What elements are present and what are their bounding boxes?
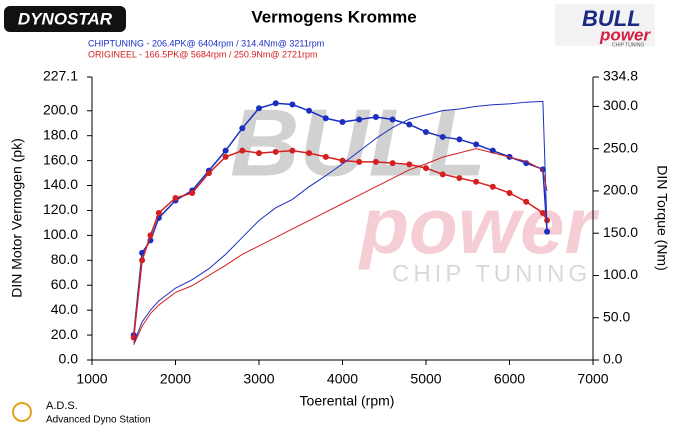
data-point xyxy=(523,198,530,205)
y-tick-label: 120.0 xyxy=(43,201,78,217)
ads-full-text: Advanced Dyno Station xyxy=(46,415,151,426)
y-tick-label: 180.0 xyxy=(43,126,78,142)
x-tick-label: 3000 xyxy=(243,371,274,387)
y-tick-label: 140.0 xyxy=(43,176,78,192)
ads-text: A.D.S. xyxy=(46,400,78,412)
series-line xyxy=(133,148,548,345)
y2-axis-title: DIN Torque (Nm) xyxy=(654,165,670,271)
data-point xyxy=(139,257,146,264)
dynostar-text: DYNOSTAR xyxy=(18,9,113,28)
y-tick-label: 60.0 xyxy=(51,276,78,292)
bull-logo: BULL power CHIP TUNING xyxy=(555,4,655,48)
data-point xyxy=(239,147,246,154)
data-point xyxy=(539,209,546,216)
data-point xyxy=(372,158,379,165)
data-point xyxy=(473,141,480,148)
y-tick-label: 40.0 xyxy=(51,301,78,317)
data-point xyxy=(339,118,346,125)
data-point xyxy=(222,153,229,160)
data-point xyxy=(189,190,196,197)
data-point xyxy=(256,105,262,112)
data-point xyxy=(289,147,296,154)
watermark-bull: BULL xyxy=(230,89,486,196)
x-tick-label: 4000 xyxy=(327,371,358,387)
logo-chip: CHIP TUNING xyxy=(612,42,644,48)
data-point xyxy=(544,228,551,235)
data-point xyxy=(423,128,429,135)
y2-tick-label: 0.0 xyxy=(603,351,623,367)
data-point xyxy=(506,190,513,197)
y2-tick-label: 100.0 xyxy=(603,266,638,282)
y-tick-label: 160.0 xyxy=(43,151,78,167)
data-point xyxy=(306,107,313,114)
series-line xyxy=(133,100,548,344)
x-tick-label: 7000 xyxy=(577,371,608,387)
y-tick-label: 20.0 xyxy=(51,326,78,342)
chart-title: Vermogens Kromme xyxy=(251,7,416,26)
data-point xyxy=(289,101,296,108)
y-axis-title: DIN Motor Vermogen (pk) xyxy=(9,138,25,298)
data-point xyxy=(272,100,279,107)
data-point xyxy=(256,150,262,157)
data-point xyxy=(389,160,396,167)
data-point xyxy=(322,115,329,122)
data-point xyxy=(406,121,413,128)
data-point xyxy=(456,175,463,182)
x-axis-title: Toerental (rpm) xyxy=(300,393,395,409)
data-point xyxy=(322,153,329,160)
data-point xyxy=(423,165,429,172)
y-tick-label: 0.0 xyxy=(59,351,79,367)
y2-tick-label: 150.0 xyxy=(603,224,638,240)
data-point xyxy=(356,158,363,165)
x-tick-label: 5000 xyxy=(410,371,441,387)
logo-bull: BULL xyxy=(582,6,641,31)
data-point xyxy=(147,232,154,239)
logo-power: power xyxy=(599,25,651,44)
series-line xyxy=(133,149,548,338)
x-tick-label: 2000 xyxy=(160,371,191,387)
data-point xyxy=(272,148,279,155)
data-point xyxy=(439,171,446,178)
y-tick-label: 200.0 xyxy=(43,101,78,117)
y2-tick-label: 200.0 xyxy=(603,182,638,198)
data-point xyxy=(239,125,246,132)
data-point xyxy=(306,150,313,157)
data-point xyxy=(389,116,396,123)
watermark-power: power xyxy=(358,181,599,270)
watermark: BULL power CHIP TUNING xyxy=(230,89,599,287)
data-point xyxy=(155,209,162,216)
watermark-chip: CHIP TUNING xyxy=(392,260,591,287)
dynostar-logo xyxy=(4,6,126,32)
x-tick-label: 1000 xyxy=(76,371,107,387)
data-point xyxy=(489,183,496,190)
data-point xyxy=(473,178,480,185)
y2-tick-label: 300.0 xyxy=(603,97,638,113)
data-point xyxy=(356,116,363,123)
data-point xyxy=(222,147,229,154)
y-tick-label: 100.0 xyxy=(43,226,78,242)
data-point xyxy=(439,133,446,140)
x-tick-label: 6000 xyxy=(494,371,525,387)
y2-tick-label: 50.0 xyxy=(603,308,630,324)
data-point xyxy=(456,136,463,143)
y-tick-label: 227.1 xyxy=(43,68,78,84)
data-point xyxy=(205,170,212,177)
data-point xyxy=(339,157,346,164)
data-point xyxy=(172,195,179,202)
data-point xyxy=(406,161,413,168)
y-tick-label: 80.0 xyxy=(51,251,78,267)
ads-icon xyxy=(12,402,32,422)
legend-entry: ORIGINEEL - 166.5PK@ 5684rpm / 250.9Nm@ … xyxy=(88,49,318,59)
data-point xyxy=(372,114,379,121)
legend-entry: CHIPTUNING - 206.4PK@ 6404rpm / 314.4Nm@… xyxy=(88,38,324,48)
y2-tick-label: 334.8 xyxy=(603,68,638,84)
y2-tick-label: 250.0 xyxy=(603,139,638,155)
